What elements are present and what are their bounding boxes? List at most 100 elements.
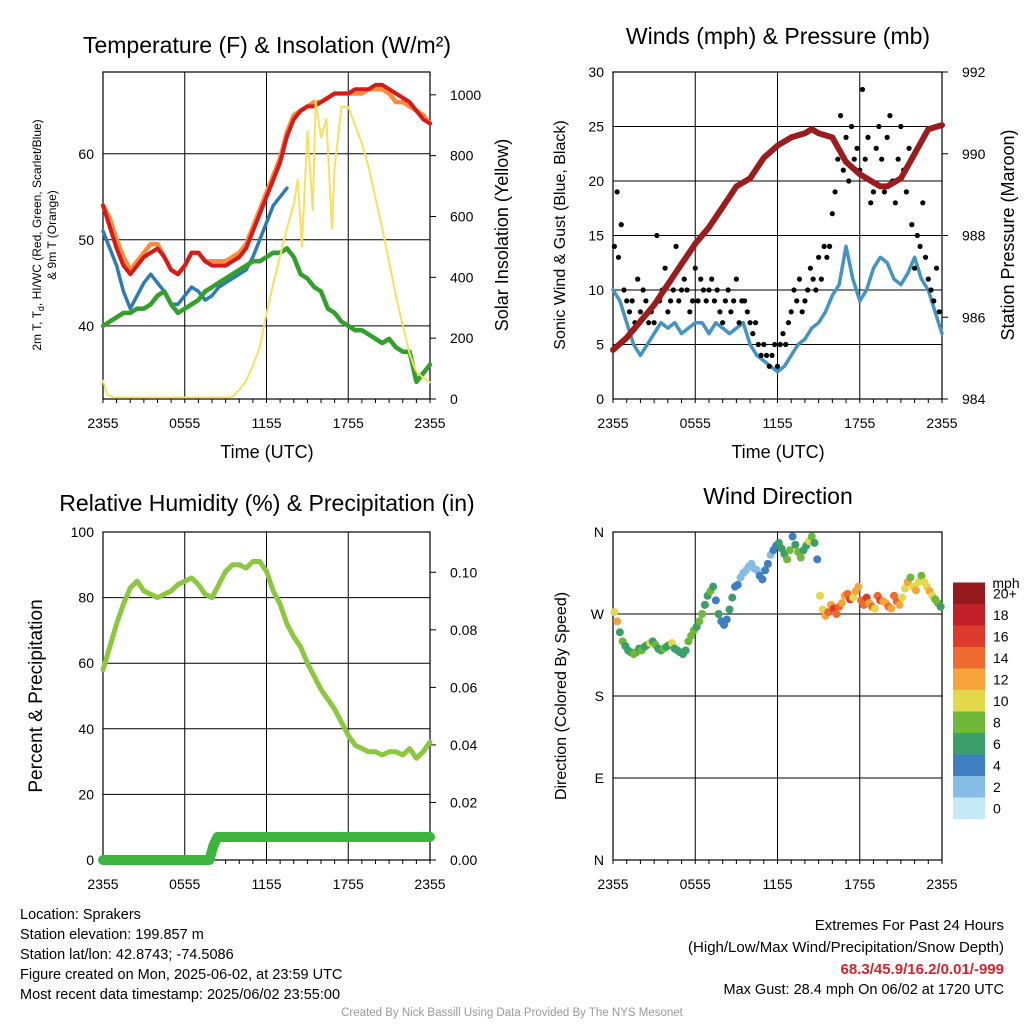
gust-point bbox=[873, 145, 879, 151]
gust-point bbox=[670, 287, 676, 293]
gust-point bbox=[733, 276, 739, 282]
colorbar-label: 16 bbox=[993, 628, 1009, 644]
wind-direction-point bbox=[837, 599, 846, 608]
recent-data-timestamp: Most recent data timestamp: 2025/06/02 2… bbox=[20, 987, 341, 1003]
wind-direction-point bbox=[615, 628, 624, 637]
y2-tick-label: 0 bbox=[450, 391, 458, 407]
colorbar-swatch bbox=[953, 668, 985, 690]
wind-direction-point bbox=[900, 584, 909, 593]
x-tick-label: 1755 bbox=[844, 415, 875, 431]
x-tick-label: 1155 bbox=[251, 876, 281, 892]
gust-point bbox=[928, 287, 934, 293]
gust-point bbox=[698, 276, 704, 282]
y-tick-label: W bbox=[591, 606, 605, 622]
wind-direction-point bbox=[758, 575, 767, 584]
gust-point bbox=[805, 287, 811, 293]
gust-point bbox=[837, 113, 844, 119]
wind-direction-point bbox=[807, 532, 816, 541]
plot-frame bbox=[612, 71, 943, 400]
wind-direction-point bbox=[898, 593, 907, 602]
precipitation-line bbox=[98, 832, 435, 865]
wind-direction-point bbox=[714, 610, 723, 618]
wind-direction-point bbox=[728, 593, 737, 602]
gust-point bbox=[676, 298, 682, 304]
y2-tick-label: 992 bbox=[962, 64, 986, 80]
gust-point bbox=[626, 309, 633, 315]
gust-point bbox=[747, 320, 753, 326]
gust-point bbox=[640, 287, 646, 293]
gust-point bbox=[731, 298, 737, 304]
gust-point bbox=[895, 156, 901, 162]
gust-point bbox=[868, 200, 874, 206]
wind-direction-point bbox=[895, 600, 904, 609]
gust-point bbox=[665, 309, 671, 315]
gust-point bbox=[829, 211, 835, 217]
colorbar-swatch bbox=[953, 711, 985, 733]
chart-title: Winds (mph) & Pressure (mb) bbox=[626, 23, 930, 49]
gust-point bbox=[742, 298, 748, 304]
heat_index-line bbox=[101, 186, 289, 311]
gust-point bbox=[802, 298, 808, 304]
gust-point bbox=[810, 276, 816, 282]
colorbar-label: 18 bbox=[993, 607, 1009, 623]
y2-tick-label: 200 bbox=[450, 330, 474, 346]
wind-direction-point bbox=[783, 555, 792, 564]
gust-point bbox=[611, 243, 617, 249]
y-tick-label: 10 bbox=[588, 282, 604, 298]
chart-title: Wind Direction bbox=[703, 483, 853, 509]
gust-point bbox=[758, 352, 764, 358]
wind-direction-point bbox=[810, 538, 819, 547]
gust-point bbox=[911, 265, 918, 271]
station-location: Location: Sprakers bbox=[20, 907, 141, 923]
gust-point bbox=[629, 298, 635, 304]
y2-tick-label: 0.04 bbox=[450, 737, 477, 753]
gust-point bbox=[870, 189, 877, 195]
gust-point bbox=[692, 265, 698, 271]
y2-tick-label: 600 bbox=[450, 208, 474, 224]
wind-direction-point bbox=[791, 540, 800, 549]
y-tick-label: S bbox=[595, 688, 604, 704]
wind-direction-point bbox=[870, 604, 879, 613]
gust-point bbox=[681, 276, 687, 282]
y2-tick-label: 0.08 bbox=[450, 622, 477, 638]
wind-direction-point bbox=[763, 559, 772, 568]
gust-point bbox=[744, 309, 750, 315]
gust-point bbox=[614, 189, 620, 195]
x-axis-label: Time (UTC) bbox=[220, 442, 313, 462]
gust-point bbox=[635, 276, 641, 282]
station-elevation: Station elevation: 199.857 m bbox=[20, 927, 204, 943]
gust-point bbox=[687, 309, 693, 315]
gust-point bbox=[788, 309, 794, 315]
figure-created: Figure created on Mon, 2025-06-02, at 23… bbox=[20, 967, 343, 983]
x-tick-label: 1155 bbox=[251, 415, 281, 431]
x-tick-label: 2355 bbox=[414, 415, 445, 431]
t2m-line bbox=[101, 82, 432, 277]
gust-point bbox=[761, 341, 767, 348]
wind-direction-point bbox=[722, 615, 731, 624]
y-tick-label: 20 bbox=[588, 173, 604, 189]
gust-point bbox=[615, 254, 622, 260]
wind-direction-point bbox=[815, 591, 824, 600]
x-tick-label: 1155 bbox=[762, 415, 792, 431]
gust-point bbox=[922, 254, 929, 260]
gust-point bbox=[755, 341, 761, 348]
gust-point bbox=[783, 341, 789, 348]
y-axis-label-line-1: 2m T, Td, HI/WC (Red, Green, Scarlet/Blu… bbox=[30, 119, 46, 350]
gust-point bbox=[667, 298, 674, 304]
colorbar-label: 8 bbox=[993, 714, 1001, 730]
gust-point bbox=[769, 352, 775, 358]
y-axis-label-subscript: d bbox=[36, 306, 46, 311]
gust-point bbox=[821, 243, 827, 249]
gust-point bbox=[826, 243, 833, 249]
gust-point bbox=[794, 298, 800, 304]
x-tick-label: 2355 bbox=[597, 876, 628, 892]
y2-tick-label: 1000 bbox=[450, 87, 481, 103]
gust-point bbox=[876, 123, 882, 130]
x-axis-label: Time (UTC) bbox=[731, 442, 824, 462]
x-tick-label: 0555 bbox=[680, 876, 711, 892]
y2-tick-label: 0.06 bbox=[450, 679, 477, 695]
chart-title: Relative Humidity (%) & Precipitation (i… bbox=[59, 490, 474, 516]
station-info: Location: Sprakers Station elevation: 19… bbox=[20, 905, 342, 1005]
winds-series-group bbox=[610, 86, 945, 374]
y2-tick-label: 0.10 bbox=[450, 564, 477, 580]
